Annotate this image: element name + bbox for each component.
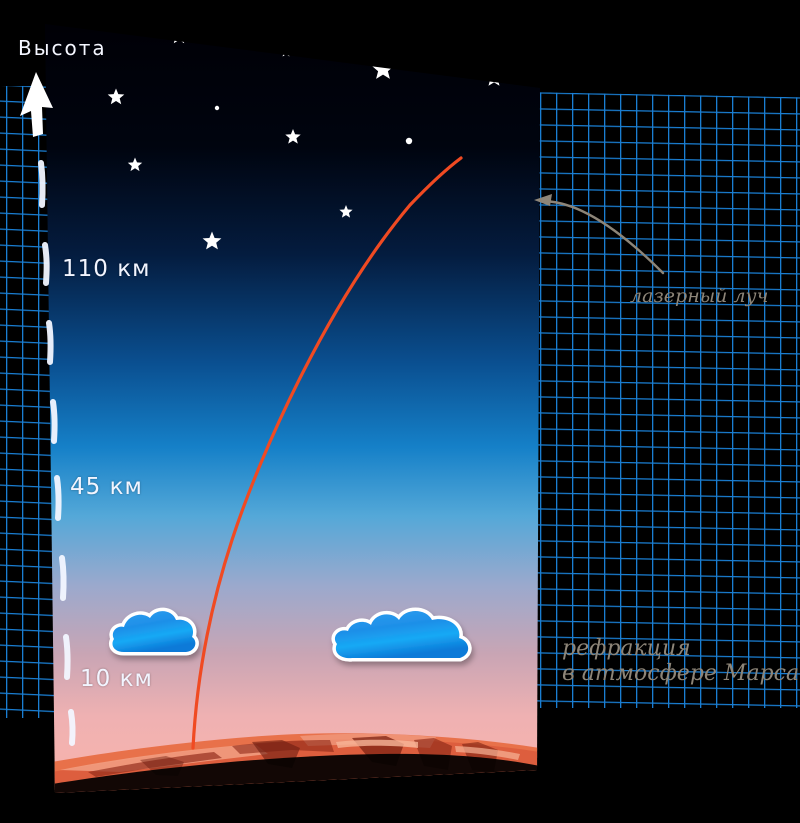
right-grid-panel: [524, 92, 800, 708]
curved-arrow-left-icon: [534, 194, 665, 275]
up-arrow-icon: [20, 72, 53, 137]
sky-panel: [45, 24, 540, 793]
laser-beam-curve: [191, 156, 463, 750]
cloud-small: [109, 607, 199, 656]
star-field: [107, 27, 503, 250]
cloud-large: [331, 607, 472, 662]
axis-tick-marks: [38, 160, 76, 746]
